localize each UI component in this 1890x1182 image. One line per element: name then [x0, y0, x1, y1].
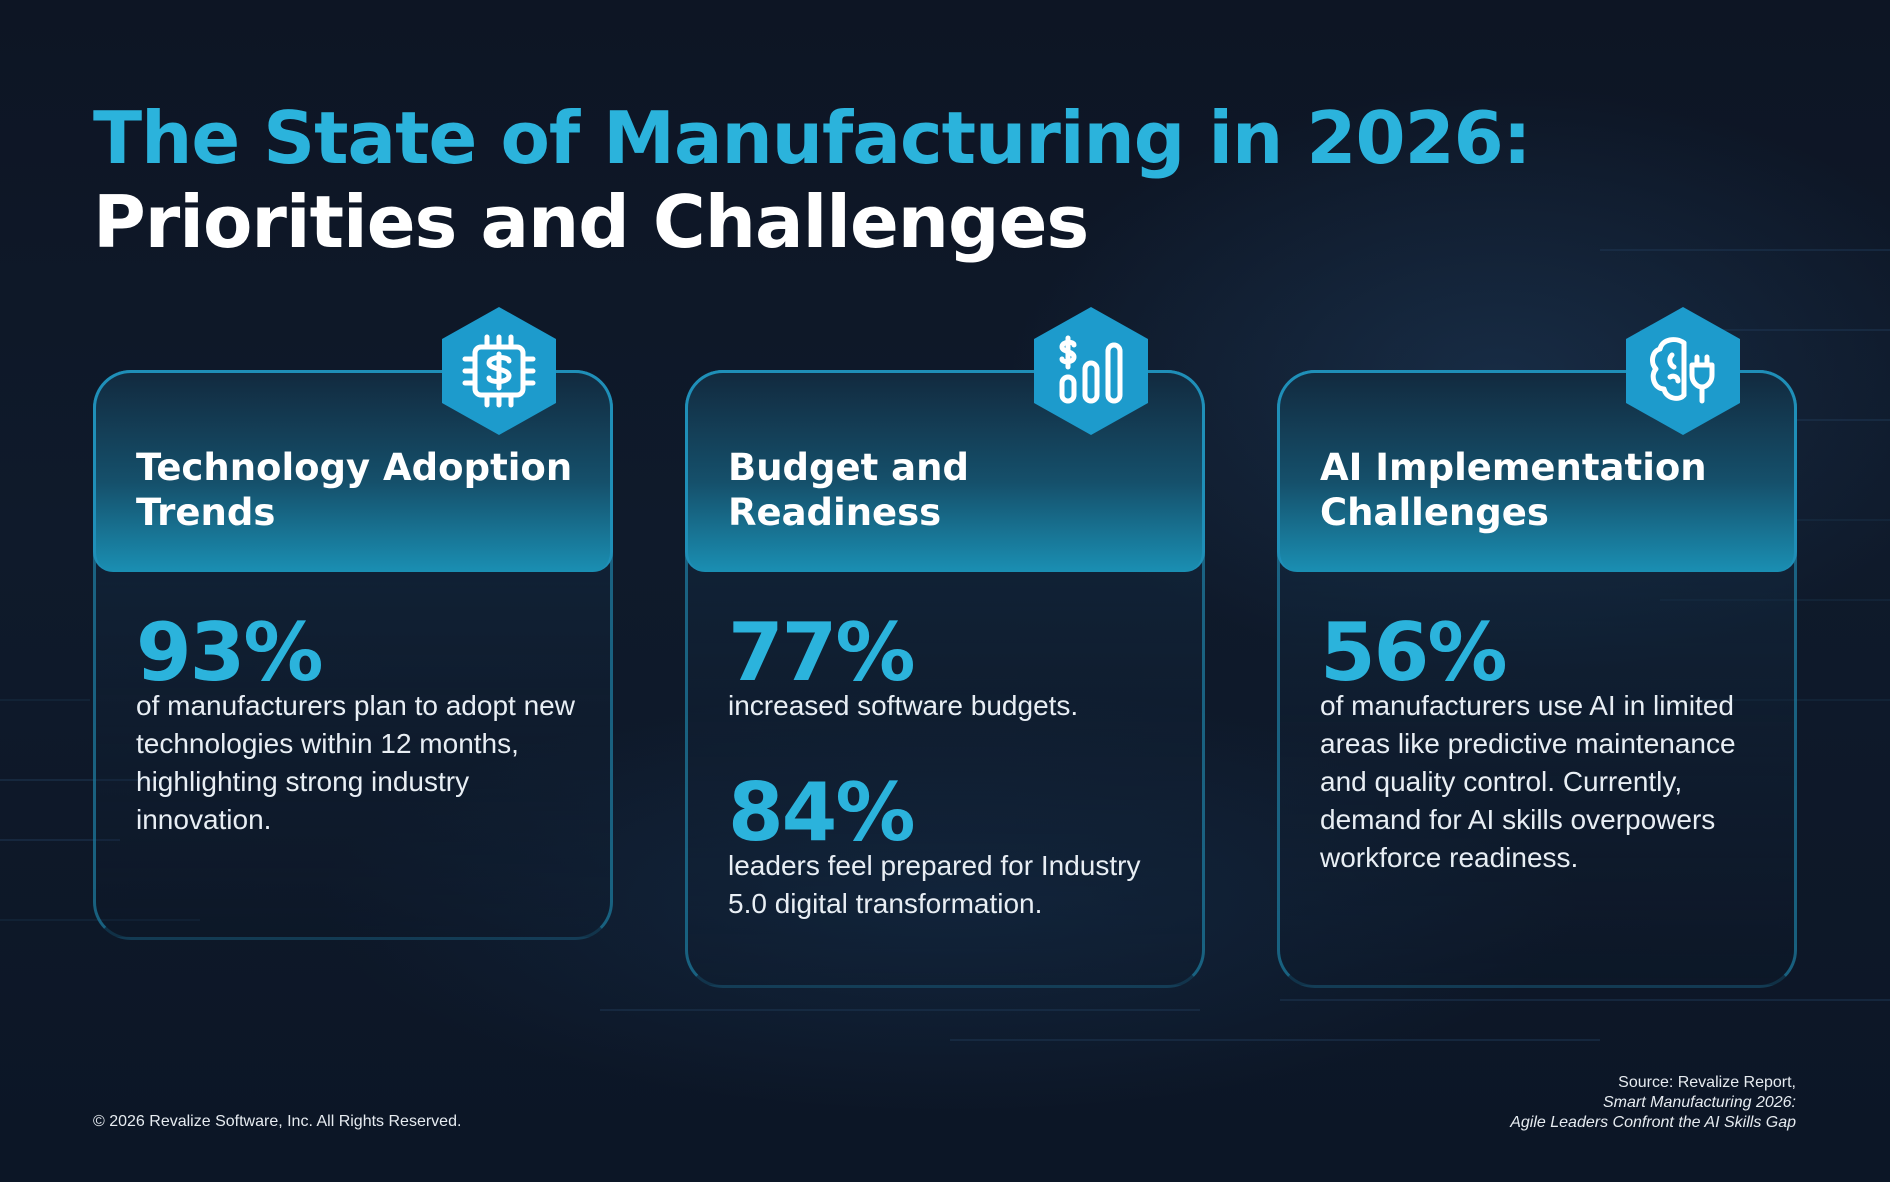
stat-description: of manufacturers plan to adopt new techn… [136, 690, 575, 835]
card-technology-adoption: Technology Adoption Trends 93% of manufa… [93, 307, 613, 940]
source-line-3: Agile Leaders Confront the AI Skills Gap [1510, 1114, 1796, 1131]
stat-description: increased software budgets. [728, 690, 1079, 721]
page-title: The State of Manufacturing in 2026: Prio… [93, 96, 1532, 264]
stat-description: leaders feel prepared for Industry 5.0 d… [728, 850, 1141, 919]
card-header [685, 370, 1205, 572]
chip-dollar-icon [440, 305, 558, 437]
brain-plug-icon [1624, 305, 1742, 437]
stat-description: of manufacturers use AI in limited areas… [1320, 690, 1736, 873]
stat-value: 77% [728, 606, 915, 699]
source-citation: Source: Revalize Report, Smart Manufactu… [1510, 1073, 1796, 1133]
title-line-1: The State of Manufacturing in 2026: [93, 96, 1532, 180]
budget-bars-icon [1032, 305, 1150, 437]
title-line-2: Priorities and Challenges [93, 180, 1089, 264]
source-line-2: Smart Manufacturing 2026: [1603, 1094, 1796, 1111]
card-ai-challenges: AI Implementation Challenges 56% of manu… [1277, 307, 1797, 988]
card-title: Budget and Readiness [728, 446, 969, 534]
card-budget-readiness: Budget and Readiness 77% increased softw… [685, 307, 1205, 988]
card-title: Technology Adoption Trends [136, 446, 573, 534]
stat-value: 56% [1320, 606, 1507, 699]
copyright-notice: © 2026 Revalize Software, Inc. All Right… [93, 1113, 462, 1130]
source-line-1: Source: Revalize Report, [1618, 1074, 1796, 1091]
stat-value: 93% [136, 606, 323, 699]
stat-value: 84% [728, 766, 915, 859]
card-title: AI Implementation Challenges [1320, 446, 1707, 534]
